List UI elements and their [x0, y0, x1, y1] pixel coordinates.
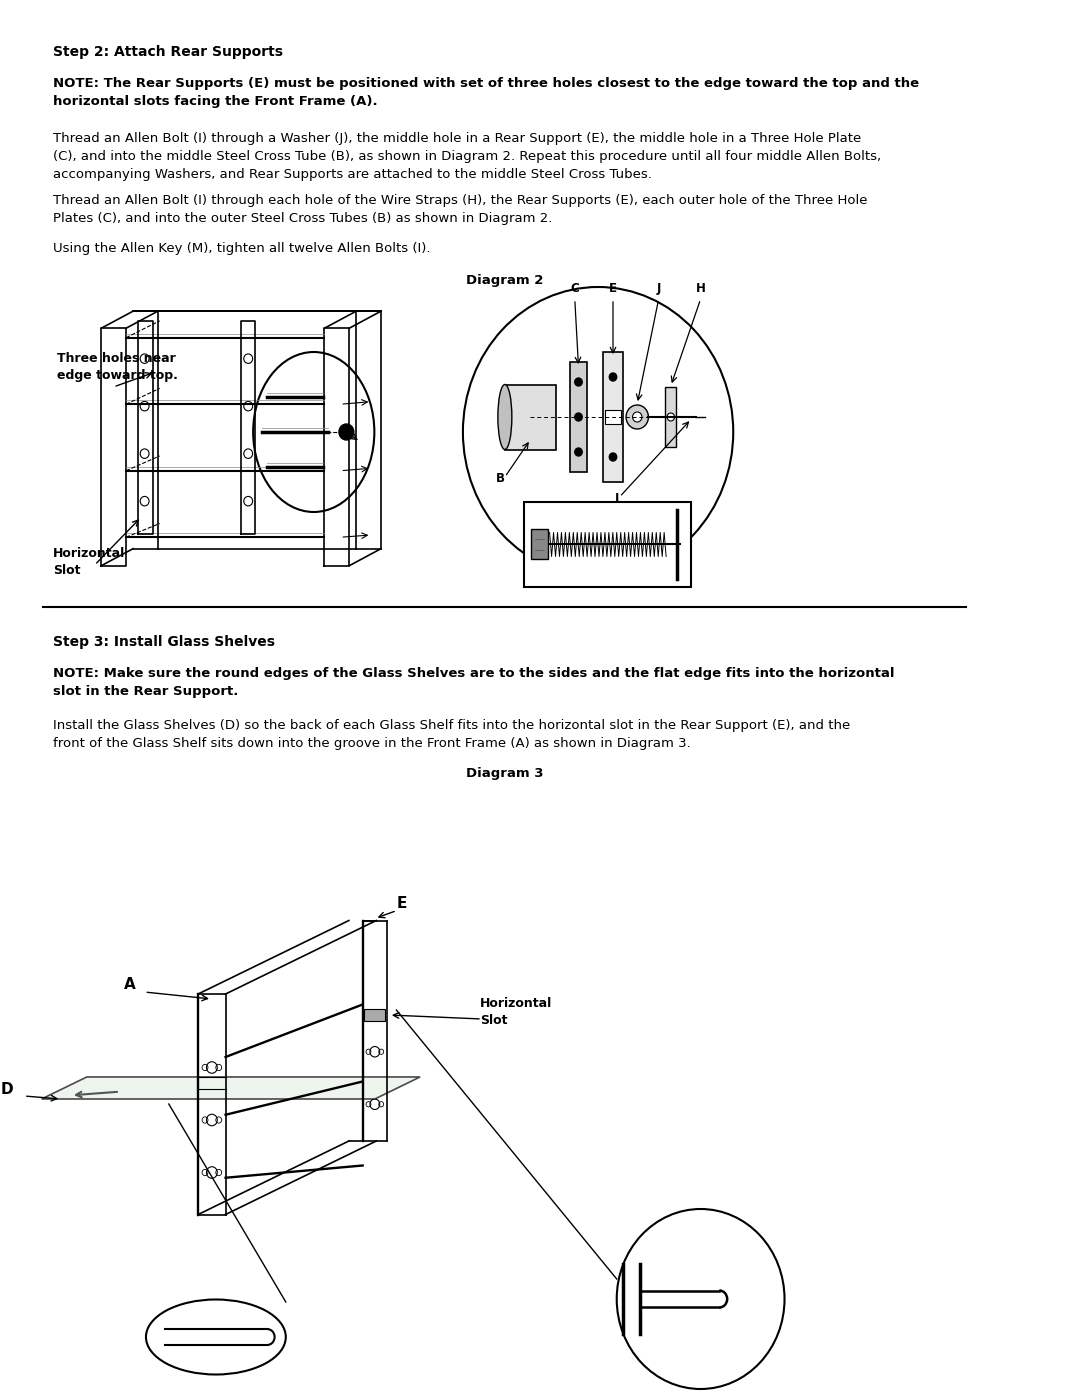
Circle shape: [609, 453, 617, 461]
Bar: [504, 384, 556, 450]
Circle shape: [633, 412, 642, 422]
Text: Diagram 2: Diagram 2: [467, 274, 543, 286]
Text: E: E: [396, 897, 407, 911]
Circle shape: [575, 414, 582, 420]
Bar: [603, 352, 623, 482]
Polygon shape: [41, 1077, 420, 1099]
Text: B: B: [496, 472, 504, 485]
Bar: [570, 362, 586, 472]
Bar: [605, 409, 621, 425]
Text: Diagram 3: Diagram 3: [467, 767, 543, 780]
Bar: [531, 529, 548, 560]
Text: J: J: [657, 282, 661, 295]
Circle shape: [575, 448, 582, 455]
Bar: [364, 1009, 386, 1021]
Text: NOTE: Make sure the round edges of the Glass Shelves are to the sides and the fl: NOTE: Make sure the round edges of the G…: [53, 666, 894, 698]
Text: Horizontal
Slot: Horizontal Slot: [53, 548, 125, 577]
Text: D: D: [1, 1083, 14, 1097]
Circle shape: [609, 373, 617, 381]
Text: Horizontal
Slot: Horizontal Slot: [481, 997, 552, 1027]
Text: Thread an Allen Bolt (I) through a Washer (J), the middle hole in a Rear Support: Thread an Allen Bolt (I) through a Washe…: [53, 131, 881, 182]
Circle shape: [575, 379, 582, 386]
Text: Install the Glass Shelves (D) so the back of each Glass Shelf fits into the hori: Install the Glass Shelves (D) so the bac…: [53, 719, 850, 750]
Text: C: C: [570, 282, 579, 295]
Bar: [524, 502, 691, 587]
Circle shape: [609, 414, 617, 420]
Ellipse shape: [498, 384, 512, 450]
Text: NOTE: The Rear Supports (E) must be positioned with set of three holes closest t: NOTE: The Rear Supports (E) must be posi…: [53, 77, 919, 108]
Text: Using the Allen Key (M), tighten all twelve Allen Bolts (I).: Using the Allen Key (M), tighten all twe…: [53, 242, 430, 256]
Text: A: A: [124, 977, 135, 992]
Text: Thread an Allen Bolt (I) through each hole of the Wire Straps (H), the Rear Supp: Thread an Allen Bolt (I) through each ho…: [53, 194, 867, 225]
Text: I: I: [615, 492, 619, 504]
Bar: [665, 387, 676, 447]
Circle shape: [626, 405, 648, 429]
Circle shape: [339, 425, 354, 440]
Text: Step 3: Install Glass Shelves: Step 3: Install Glass Shelves: [53, 636, 274, 650]
Text: Three holes near
edge toward top.: Three holes near edge toward top.: [57, 352, 178, 381]
Text: H: H: [696, 282, 705, 295]
Text: Step 2: Attach Rear Supports: Step 2: Attach Rear Supports: [53, 45, 283, 59]
Text: E: E: [609, 282, 617, 295]
Circle shape: [667, 414, 675, 420]
